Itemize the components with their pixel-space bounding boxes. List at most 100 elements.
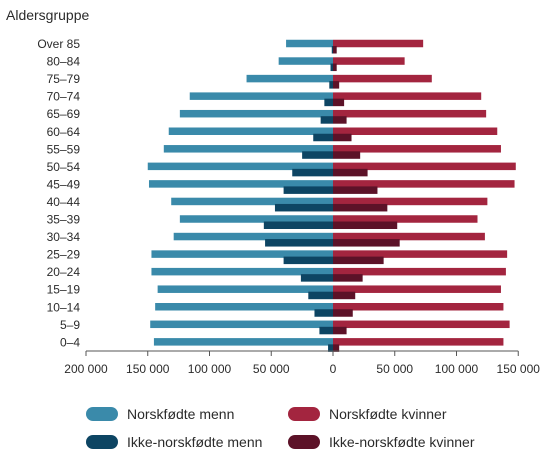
bar-norskfodte-kvinner-45-49 [333, 180, 515, 188]
x-axis: 200 000 150 000 100 000 50 000 0 50 000 100 00… [64, 350, 541, 376]
bars-group [147, 39, 516, 352]
category-label-15-19: 15–19 [47, 283, 81, 297]
bar-ikke-norskfodte-menn-15-19 [308, 291, 333, 300]
bar-ikke-norskfodte-kvinner-over-85 [333, 46, 337, 54]
category-label-20-24: 20–24 [47, 265, 81, 279]
category-label-over-85: Over 85 [37, 37, 80, 51]
bar-norskfodte-menn-35-39 [179, 215, 333, 223]
x-tick-label: 0 [330, 362, 337, 376]
x-tick-label: 150 000 [126, 362, 170, 376]
bar-ikke-norskfodte-menn-0-4 [328, 344, 333, 352]
bar-ikke-norskfodte-menn-40-44 [274, 203, 333, 212]
bar-ikke-norskfodte-kvinner-35-39 [333, 221, 398, 229]
category-label-80-84: 80–84 [47, 55, 81, 69]
bar-norskfodte-kvinner-0-4 [333, 338, 504, 346]
bar-norskfodte-kvinner-10-14 [333, 303, 504, 311]
x-tick-label: 50 000 [376, 362, 413, 376]
x-tick-label: 50 000 [253, 362, 290, 376]
bar-norskfodte-kvinner-80-84 [333, 57, 405, 65]
bar-ikke-norskfodte-kvinner-55-59 [333, 151, 361, 159]
bar-norskfodte-kvinner-40-44 [333, 197, 488, 206]
bar-ikke-norskfodte-kvinner-20-24 [333, 274, 363, 282]
bar-norskfodte-menn-10-14 [155, 303, 333, 311]
category-label-40-44: 40–44 [47, 195, 81, 209]
bar-norskfodte-menn-60-64 [168, 127, 333, 135]
bar-ikke-norskfodte-kvinner-65-69 [333, 116, 347, 124]
legend-swatch-norskfødte-menn [86, 407, 118, 421]
legend-label-ikke-norskfødte-menn: Ikke-norskfødte menn [127, 434, 262, 450]
legend-label-norskfødte-kvinner: Norskfødte kvinner [329, 406, 447, 422]
bar-ikke-norskfodte-menn-55-59 [302, 151, 333, 159]
bar-norskfodte-menn-45-49 [148, 180, 333, 188]
category-label-70-74: 70–74 [47, 90, 81, 104]
bar-ikke-norskfodte-kvinner-0-4 [333, 344, 340, 352]
bar-norskfodte-menn-5-9 [150, 320, 333, 329]
bar-ikke-norskfodte-menn-10-14 [314, 309, 333, 317]
bar-norskfodte-kvinner-5-9 [333, 320, 510, 329]
legend-swatch-ikke-norskfødte-menn [86, 435, 118, 449]
bar-ikke-norskfodte-menn-20-24 [300, 274, 333, 282]
bar-ikke-norskfodte-menn-65-69 [320, 116, 333, 124]
bar-ikke-norskfodte-kvinner-75-79 [333, 81, 340, 89]
bar-ikke-norskfodte-kvinner-30-34 [333, 239, 400, 247]
bar-ikke-norskfodte-menn-25-29 [283, 256, 333, 265]
bar-ikke-norskfodte-menn-75-79 [329, 81, 333, 89]
bar-ikke-norskfodte-kvinner-80-84 [333, 63, 337, 72]
chart-title: Aldersgruppe [6, 7, 89, 23]
legend-label-ikke-norskfødte-kvinner: Ikke-norskfødte kvinner [329, 434, 475, 450]
bar-norskfodte-menn-25-29 [151, 250, 333, 258]
bar-norskfodte-menn-50-54 [147, 162, 333, 171]
category-label-25-29: 25–29 [47, 248, 81, 262]
bar-ikke-norskfodte-menn-5-9 [319, 326, 333, 335]
bar-norskfodte-kvinner-65-69 [333, 109, 487, 118]
bar-ikke-norskfodte-kvinner-10-14 [333, 309, 353, 317]
bar-norskfodte-menn-15-19 [157, 285, 333, 293]
bar-norskfodte-kvinner-35-39 [333, 215, 478, 223]
bar-norskfodte-menn-55-59 [163, 145, 333, 153]
category-label-75-79: 75–79 [47, 72, 81, 86]
bar-norskfodte-menn-over-85 [286, 39, 333, 48]
bar-ikke-norskfodte-kvinner-5-9 [333, 326, 347, 335]
bar-ikke-norskfodte-menn-70-74 [324, 98, 333, 107]
bar-norskfodte-menn-80-84 [278, 57, 333, 65]
bar-norskfodte-menn-20-24 [151, 267, 333, 276]
category-label-65-69: 65–69 [47, 107, 81, 121]
bar-ikke-norskfodte-menn-35-39 [263, 221, 333, 229]
bar-norskfodte-menn-75-79 [246, 74, 333, 83]
bar-norskfodte-kvinner-75-79 [333, 74, 432, 83]
category-label-0-4: 0–4 [60, 335, 80, 349]
bar-norskfodte-kvinner-25-29 [333, 250, 508, 258]
bar-norskfodte-menn-0-4 [153, 338, 333, 346]
x-tick-label: 100 000 [435, 362, 479, 376]
bar-norskfodte-menn-65-69 [179, 109, 333, 118]
x-tick-label: 100 000 [188, 362, 232, 376]
bar-norskfodte-kvinner-15-19 [333, 285, 501, 293]
category-label-60-64: 60–64 [47, 125, 81, 139]
legend-swatch-norskfødte-kvinner [288, 407, 320, 421]
bar-ikke-norskfodte-menn-over-85 [331, 46, 333, 54]
bar-ikke-norskfodte-kvinner-25-29 [333, 256, 384, 265]
bar-ikke-norskfodte-kvinner-45-49 [333, 186, 378, 194]
bar-norskfodte-menn-70-74 [189, 92, 333, 100]
bar-ikke-norskfodte-menn-45-49 [283, 186, 333, 194]
legend-label-norskfødte-menn: Norskfødte menn [127, 406, 234, 422]
bar-norskfodte-kvinner-20-24 [333, 267, 506, 276]
x-tick-label: 150 000 [497, 362, 541, 376]
category-label-5-9: 5–9 [60, 318, 80, 332]
bar-ikke-norskfodte-menn-60-64 [313, 133, 333, 142]
category-label-50-54: 50–54 [47, 160, 81, 174]
bar-ikke-norskfodte-menn-50-54 [292, 168, 333, 177]
category-label-10-14: 10–14 [47, 300, 81, 314]
bar-ikke-norskfodte-kvinner-15-19 [333, 291, 356, 300]
x-tick-label: 200 000 [64, 362, 108, 376]
category-label-30-34: 30–34 [47, 230, 81, 244]
bar-norskfodte-menn-40-44 [171, 197, 333, 206]
bar-norskfodte-kvinner-55-59 [333, 145, 501, 153]
category-label-45-49: 45–49 [47, 177, 81, 191]
bar-ikke-norskfodte-menn-80-84 [330, 63, 333, 72]
bar-norskfodte-kvinner-70-74 [333, 92, 482, 100]
category-labels: Over 85 80–84 75–79 70–74 65–69 60–64 55–59 50–… [37, 37, 80, 349]
bar-norskfodte-kvinner-50-54 [333, 162, 516, 171]
bar-norskfodte-kvinner-over-85 [333, 39, 424, 48]
